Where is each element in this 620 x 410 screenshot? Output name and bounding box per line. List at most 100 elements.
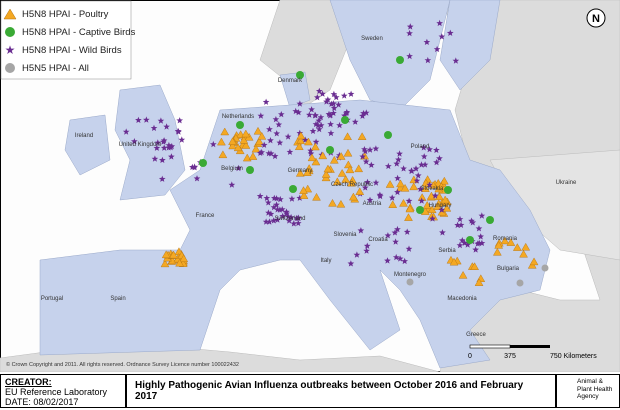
- outbreak-poultry: [494, 241, 504, 249]
- outbreak-wild-bird: [271, 152, 279, 160]
- outbreak-wild-bird: [328, 100, 335, 107]
- outbreak-wild-bird: [159, 156, 166, 163]
- outbreak-wild-bird: [283, 210, 290, 217]
- outbreak-wild-bird: [273, 201, 280, 208]
- outbreak-captive: [296, 71, 304, 79]
- outbreak-wild-bird: [315, 117, 323, 124]
- outbreak-wild-bird: [314, 122, 322, 129]
- outbreak-wild-bird: [363, 247, 370, 254]
- country-label: Ireland: [75, 133, 93, 139]
- outbreak-poultry: [396, 179, 405, 188]
- outbreak-wild-bird: [423, 38, 431, 45]
- outbreak-wild-bird: [359, 153, 366, 160]
- outbreak-wild-bird: [452, 57, 460, 64]
- outbreak-wild-bird: [324, 96, 332, 103]
- outbreak-poultry: [160, 259, 170, 268]
- outbreak-wild-bird: [336, 151, 343, 159]
- outbreak-wild-bird: [396, 255, 404, 262]
- outbreak-wild-bird: [454, 221, 461, 228]
- outbreak-wild-bird: [296, 100, 304, 107]
- outbreak-wild-bird: [406, 52, 413, 60]
- outbreak-wild-bird: [412, 165, 420, 172]
- outbreak-poultry: [343, 132, 352, 140]
- outbreak-wild-bird: [478, 212, 486, 219]
- outbreak-wild-bird: [401, 257, 408, 265]
- outbreak-wild-bird: [330, 109, 337, 116]
- outbreak-poultry: [529, 257, 539, 266]
- agency-line: Agency: [577, 393, 599, 400]
- outbreak-poultry: [355, 187, 365, 195]
- outbreak-poultry: [433, 202, 442, 210]
- outbreak-wild-bird: [327, 129, 335, 137]
- legend-label: H5N8 HPAI - Poultry: [22, 9, 109, 20]
- outbreak-poultry: [512, 243, 522, 251]
- creator: EU Reference Laboratory: [5, 387, 108, 397]
- outbreak-wild-bird: [362, 158, 370, 165]
- outbreak-poultry: [349, 192, 358, 201]
- outbreak-wild-bird: [157, 117, 165, 124]
- outbreak-wild-bird: [357, 227, 365, 234]
- outbreak-captive: [246, 166, 254, 174]
- outbreak-wild-bird: [266, 218, 273, 225]
- outbreak-wild-bird: [266, 125, 273, 133]
- outbreak-wild-bird: [312, 112, 319, 119]
- outbreak-wild-bird: [151, 155, 159, 162]
- outbreak-poultry: [299, 191, 309, 199]
- outbreak-wild-bird: [312, 138, 320, 145]
- scale-label: 750 Kilometers: [550, 353, 597, 360]
- outbreak-wild-bird: [296, 194, 304, 201]
- scale-label: 0: [468, 353, 472, 360]
- country-label: Italy: [320, 258, 331, 264]
- outbreak-wild-bird: [135, 116, 142, 123]
- outbreak-poultry: [161, 250, 171, 259]
- outbreak-poultry: [422, 201, 432, 209]
- outbreak-poultry: [405, 204, 415, 213]
- outbreak-captive: [486, 216, 494, 224]
- outbreak-poultry: [241, 141, 251, 149]
- legend-symbol-circle: [5, 27, 15, 37]
- outbreak-poultry: [449, 257, 459, 266]
- outbreak-wild-bird: [290, 220, 298, 227]
- outbreak-wild-bird: [153, 144, 161, 151]
- outbreak-wild-bird: [154, 139, 162, 146]
- outbreak-wild-bird: [267, 210, 275, 217]
- country-label: Croatia: [368, 237, 388, 243]
- outbreak-poultry: [217, 137, 226, 146]
- outbreak-wild-bird: [158, 175, 166, 182]
- outbreak-poultry: [311, 142, 320, 151]
- outbreak-poultry: [439, 176, 449, 185]
- outbreak-wild-bird: [418, 161, 425, 168]
- outbreak-poultry: [506, 238, 516, 246]
- outbreak-wild-bird: [265, 199, 272, 206]
- outbreak-wild-bird: [475, 225, 483, 232]
- outbreak-wild-bird: [308, 106, 315, 113]
- outbreak-wild-bird: [176, 117, 183, 124]
- country-label: Denmark: [278, 78, 303, 84]
- outbreak-wild-bird: [385, 162, 392, 170]
- outbreak-wild-bird: [433, 45, 441, 53]
- country-labels: Sweden Denmark Netherlands United Kingdom Ir…: [41, 36, 577, 338]
- outbreak-poultry: [345, 165, 355, 174]
- land-ireland: [64, 114, 111, 176]
- outbreak-poultry: [493, 247, 502, 256]
- outbreak-wild-bird: [306, 111, 313, 118]
- outbreak-wild-bird: [394, 174, 401, 182]
- outbreak-wild-bird: [276, 206, 284, 213]
- outbreak-wild-bird: [319, 90, 326, 97]
- outbreak-captive: [289, 185, 297, 193]
- country-label: Switzerland: [274, 216, 305, 222]
- country-label: Romania: [493, 236, 518, 242]
- outbreak-wild-bird: [361, 184, 369, 191]
- outbreak-wild-bird: [122, 128, 130, 135]
- outbreak-poultry: [228, 137, 237, 145]
- copyright: © Crown Copyright and 2011. All rights r…: [6, 361, 239, 368]
- outbreak-wild-bird: [457, 221, 465, 228]
- outbreak-poultry: [294, 142, 304, 150]
- outbreak-wild-bird: [420, 153, 428, 160]
- country-label: Portugal: [41, 296, 63, 302]
- outbreak-poultry: [474, 278, 484, 286]
- outbreak-wild-bird: [335, 101, 342, 108]
- outbreak-wild-bird: [273, 130, 280, 137]
- outbreak-wild-bird: [307, 147, 314, 154]
- outbreak-wild-bird: [366, 196, 374, 203]
